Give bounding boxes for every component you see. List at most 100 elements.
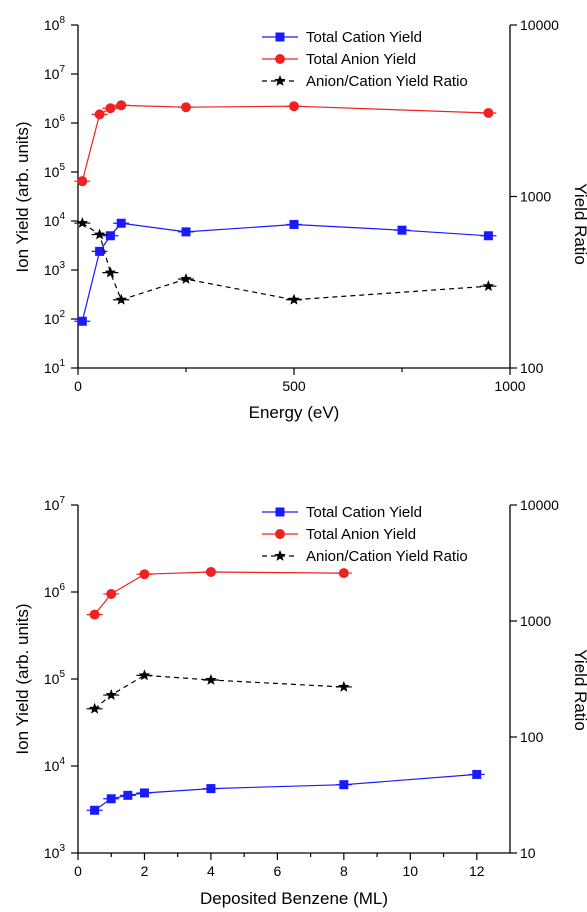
legend-marker [275,54,285,64]
series-anion-cation-yield-ratio [86,669,352,714]
tick-exponent: 6 [59,582,65,593]
data-point [95,246,105,256]
tick-base: 10 [44,262,60,278]
legend-label: Total Cation Yield [306,29,422,46]
y-left-tick-label: 103 [44,260,66,278]
x-tick-label: 12 [469,863,485,879]
data-point [76,217,89,228]
y-left-tick-label: 107 [44,495,66,513]
data-point [338,680,350,692]
y-right-axis-title: Yield Ratio [571,183,587,265]
y-left-tick-label: 107 [44,64,66,82]
chart-panel-2: 0 2 4 6 8 10 1210310410510610710100100010000De… [13,495,587,908]
x-tick-label: 0 [74,863,82,879]
legend-label: Anion/Cation Yield Ratio [306,548,468,565]
x-tick-label: 2 [141,863,149,879]
data-point [289,219,299,229]
tick-base: 10 [44,360,60,376]
data-point [206,784,216,794]
series-line [94,674,344,710]
series-total-anion-yield [86,566,352,620]
data-point [483,107,494,118]
y-left-tick-label: 101 [44,358,66,376]
series-total-cation-yield [86,769,485,815]
tick-base: 10 [44,164,60,180]
data-point [181,227,191,237]
legend-marker [275,507,285,517]
data-point [116,218,126,228]
data-point [105,231,115,241]
tick-exponent: 4 [59,756,65,767]
series-line [81,222,489,322]
legend: Total Cation Yield Total Anion Yield Anion… [262,504,468,565]
data-point [138,669,151,681]
tick-exponent: 5 [59,162,65,173]
tick-base: 10 [44,115,60,131]
y-left-tick-label: 106 [44,582,66,600]
tick-exponent: 3 [59,260,65,271]
data-point [116,100,127,111]
x-tick-label: 1000 [494,378,525,394]
legend-marker [274,75,286,86]
y-right-tick-label: 1000 [520,189,551,205]
tick-exponent: 1 [59,358,65,369]
tick-exponent: 4 [59,211,65,222]
data-point [106,794,116,804]
tick-base: 10 [44,758,60,774]
data-point [89,609,100,620]
legend-marker [275,529,285,539]
legend-label: Total Cation Yield [306,504,422,521]
data-point [105,689,117,700]
y-right-tick-label: 100 [520,360,544,376]
y-right-tick-label: 100 [520,729,544,745]
tick-exponent: 6 [59,113,65,124]
data-point [115,293,127,305]
y-right-tick-label: 10000 [520,17,559,33]
x-tick-label: 500 [282,378,306,394]
data-point [339,780,349,790]
data-point [482,280,495,292]
y-left-tick-label: 104 [44,756,66,774]
y-left-tick-label: 105 [44,669,66,687]
data-point [139,569,150,580]
series-anion-cation-yield-ratio [74,217,497,305]
series-line [94,571,344,615]
y-right-tick-label: 10000 [520,497,559,513]
chart-panel-1: 0 500 100010110210310410510610710810010001… [13,15,587,422]
data-point [205,566,216,577]
data-point [180,273,192,284]
x-axis-title: Deposited Benzene (ML) [200,889,388,908]
data-point [77,176,88,187]
data-point [338,568,349,579]
y-left-axis-title: Ion Yield (arb. units) [13,121,32,272]
y-left-tick-label: 108 [44,15,66,33]
legend-label: Anion/Cation Yield Ratio [306,73,468,90]
legend-marker [274,550,286,561]
data-point [90,805,100,815]
y-left-tick-label: 106 [44,113,66,131]
y-left-tick-label: 103 [44,843,66,861]
data-point [106,588,117,599]
series-line [81,222,489,301]
data-point [397,225,407,235]
data-point [94,109,105,120]
tick-exponent: 7 [59,495,65,506]
series-line [81,104,489,182]
x-axis-title: Energy (eV) [249,403,340,422]
legend-marker [275,32,285,42]
series-line [94,773,477,811]
data-point [123,790,133,800]
x-tick-label: 0 [74,378,82,394]
y-right-tick-label: 10 [520,845,536,861]
data-point [289,101,299,112]
tick-exponent: 8 [59,15,65,26]
tick-base: 10 [44,497,60,513]
y-left-tick-label: 105 [44,162,66,180]
y-left-tick-label: 104 [44,211,66,229]
tick-base: 10 [44,671,60,687]
x-tick-label: 6 [273,863,281,879]
y-left-tick-label: 102 [44,309,66,327]
legend: Total Cation Yield Total Anion Yield Anion… [262,29,468,90]
data-point [105,103,116,114]
